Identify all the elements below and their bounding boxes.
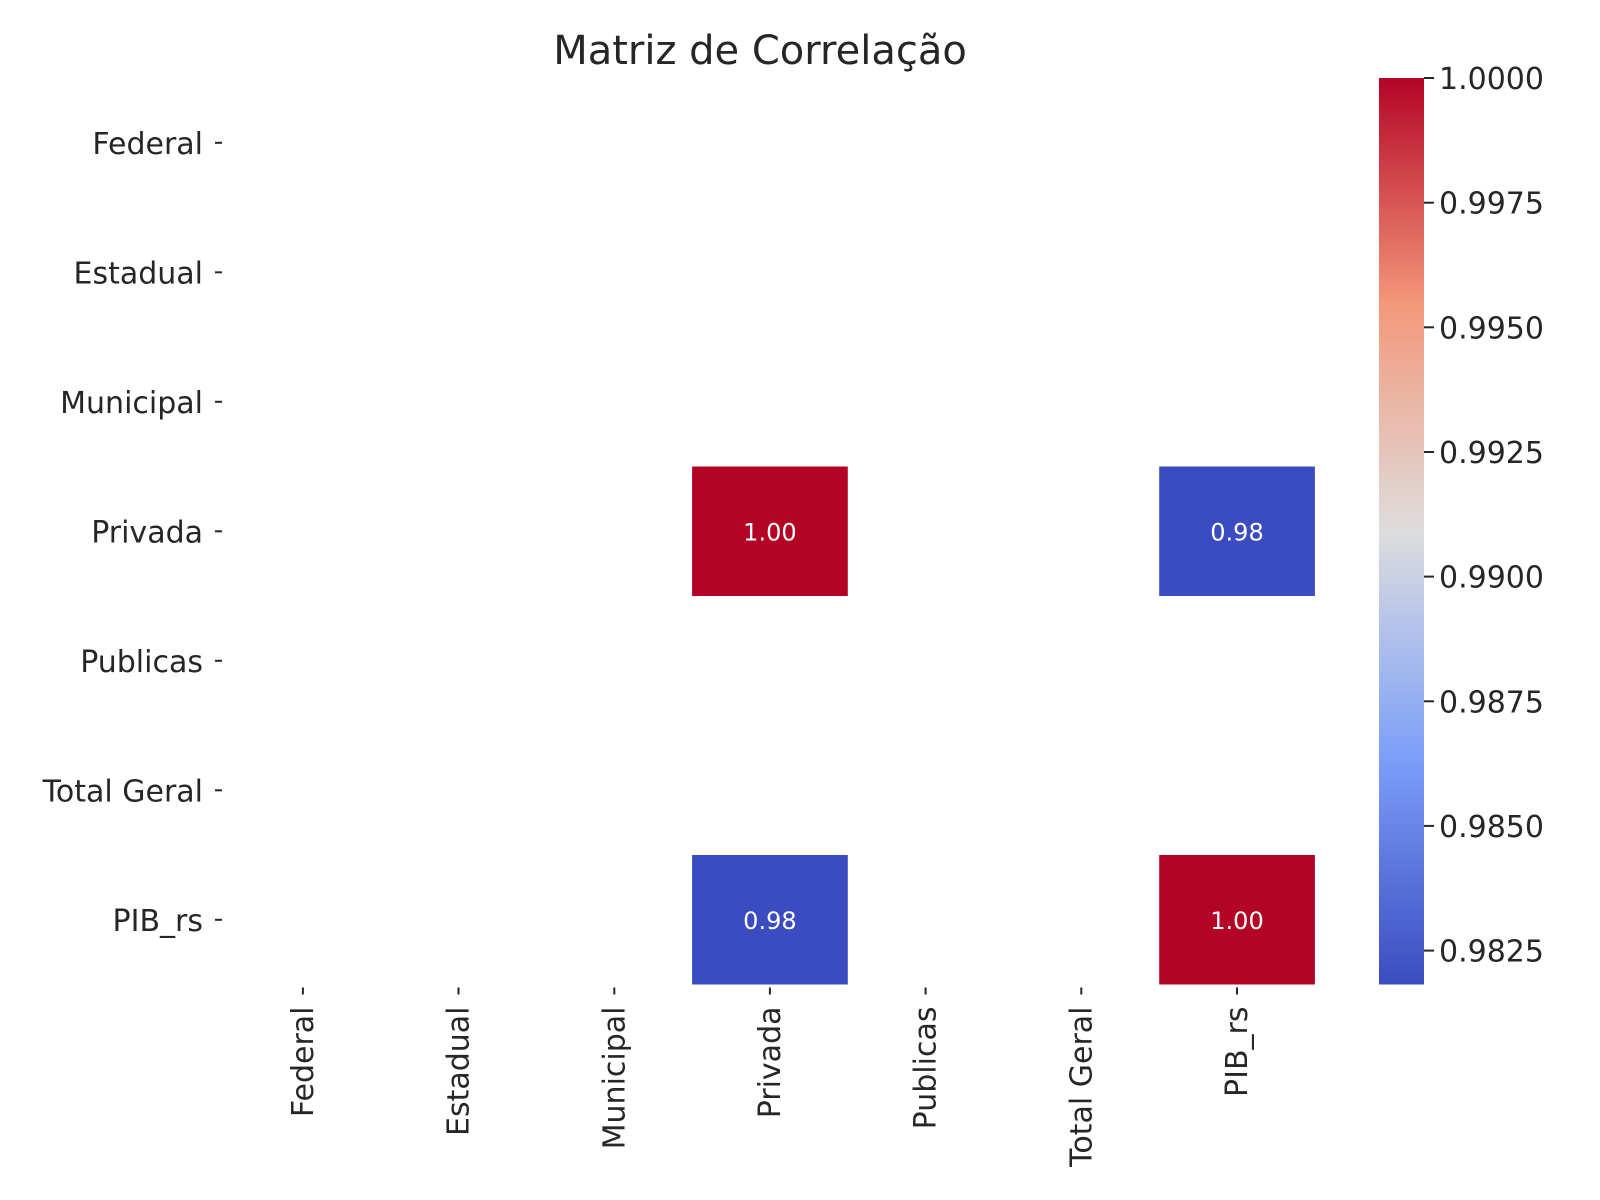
colorbar-tick-label: 1.0000 — [1439, 62, 1544, 97]
heatmap-cell-Privada-PIB_rs — [1159, 466, 1315, 596]
row-tick-label: PIB_rs — [113, 904, 203, 939]
colorbar-tick-label: 0.9825 — [1439, 935, 1544, 970]
row-tick-label: Federal — [92, 127, 203, 162]
heatmap-cell-Privada-Privada — [692, 466, 848, 596]
row-tick-label: Municipal — [60, 386, 203, 421]
row-tick-label: Privada — [91, 515, 203, 550]
column-axis: Federal Estadual Municipal Privada Publicas T… — [286, 987, 1255, 1168]
row-tick-label: Estadual — [73, 256, 203, 291]
column-tick-label: Estadual — [442, 1007, 477, 1137]
cell-value-label: 1.00 — [743, 518, 796, 546]
colorbar-tick-label: 0.9850 — [1439, 810, 1544, 845]
cell-value-label: 0.98 — [743, 907, 796, 935]
colorbar-tick-label: 0.9900 — [1439, 561, 1544, 596]
colorbar-gradient — [1379, 78, 1424, 985]
column-tick-label: Municipal — [597, 1007, 632, 1150]
column-tick-label: PIB_rs — [1220, 1007, 1255, 1097]
column-tick-label: Publicas — [909, 1007, 944, 1130]
cell-value-label: 0.98 — [1210, 518, 1263, 546]
cell-value-label: 1.00 — [1210, 907, 1263, 935]
row-axis: Federal Estadual Municipal Privada Publicas T… — [42, 127, 222, 939]
heatmap-cell-labels: 1.00 0.98 0.98 1.00 — [743, 518, 1264, 935]
column-tick-label: Total Geral — [1064, 1007, 1099, 1168]
column-tick-label: Federal — [286, 1007, 321, 1118]
colorbar-tick-label: 0.9875 — [1439, 685, 1544, 720]
heatmap-cell-PIB_rs-PIB_rs — [1159, 855, 1315, 985]
heatmap-cells — [692, 466, 1315, 985]
colorbar-tick-label: 0.9950 — [1439, 311, 1544, 346]
colorbar: 1.0000 0.9975 0.9950 0.9925 0.9900 0.9875 0.98… — [1379, 62, 1544, 985]
colorbar-tick-label: 0.9975 — [1439, 187, 1544, 222]
row-tick-label: Total Geral — [42, 774, 203, 809]
colorbar-tick-label: 0.9925 — [1439, 436, 1544, 471]
row-tick-label: Publicas — [80, 645, 203, 680]
chart-title: Matriz de Correlação — [553, 28, 967, 74]
column-tick-label: Privada — [753, 1007, 788, 1119]
heatmap-cell-PIB_rs-Privada — [692, 855, 848, 985]
